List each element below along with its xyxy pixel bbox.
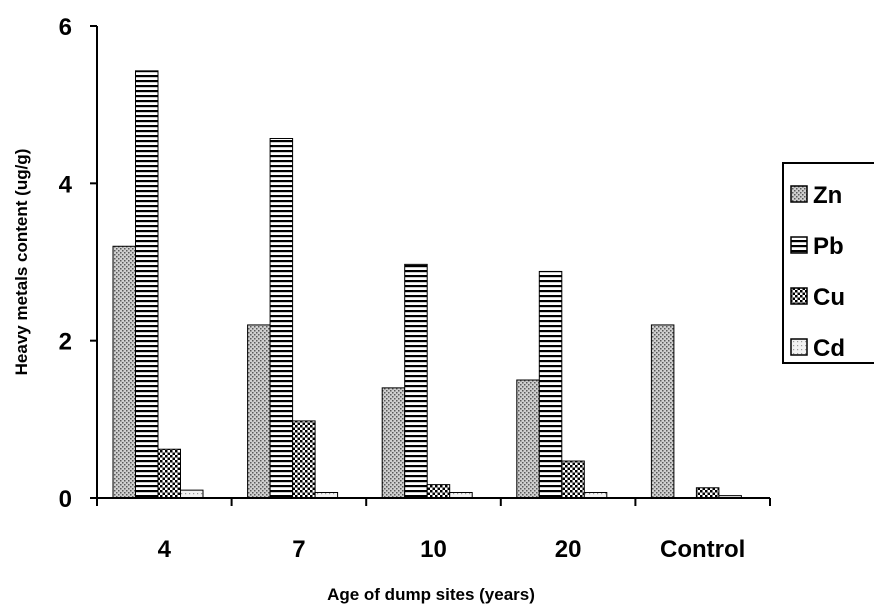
- bars-layer: [112, 70, 742, 499]
- bar-cu-10: [426, 484, 451, 499]
- legend-swatch-pb: [790, 236, 808, 254]
- x-tick-label: 10: [420, 536, 447, 563]
- legend-label-cu: Cu: [813, 284, 845, 311]
- y-ticks-layer: 0 2 4 6: [59, 14, 97, 513]
- bar-cd-4: [180, 489, 204, 499]
- legend-swatch-cd: [790, 338, 808, 356]
- y-tick-label: 0: [59, 486, 72, 513]
- legend-label-pb: Pb: [813, 233, 844, 260]
- bar-zn-7: [247, 324, 271, 499]
- legend-label-zn: Zn: [813, 182, 842, 209]
- legend-swatch-zn: [790, 185, 808, 203]
- x-ticks-layer: 4 7 10 20 Control: [96, 498, 771, 563]
- x-tick-label: 7: [292, 536, 305, 563]
- x-tick-label: Control: [660, 536, 745, 563]
- bar-zn-10: [381, 387, 406, 499]
- legend-swatch-cu: [790, 287, 808, 305]
- bar-pb-7: [269, 137, 294, 499]
- bar-cu-20: [561, 460, 585, 499]
- bar-pb-10: [404, 263, 428, 499]
- x-tick-label: 4: [158, 536, 172, 563]
- y-axis-title: Heavy metals content (ug/g): [12, 149, 31, 376]
- legend-items: Zn Pb Cu Cd: [790, 182, 845, 362]
- legend-label-cd: Cd: [813, 335, 845, 362]
- y-tick-label: 6: [59, 14, 72, 41]
- bar-cu-7: [292, 420, 316, 499]
- bar-zn-control: [650, 324, 675, 499]
- bar-pb-4: [135, 70, 159, 499]
- bar-cu-4: [157, 448, 181, 499]
- bar-cu-control: [695, 487, 720, 499]
- bar-zn-20: [516, 379, 540, 499]
- x-axis-title: Age of dump sites (years): [327, 585, 535, 604]
- y-tick-label: 2: [59, 329, 72, 356]
- bar-pb-20: [538, 270, 563, 499]
- legend: Zn Pb Cu Cd: [782, 162, 874, 364]
- x-tick-label: 20: [555, 536, 582, 563]
- bar-zn-4: [112, 245, 136, 499]
- y-tick-label: 4: [59, 171, 73, 198]
